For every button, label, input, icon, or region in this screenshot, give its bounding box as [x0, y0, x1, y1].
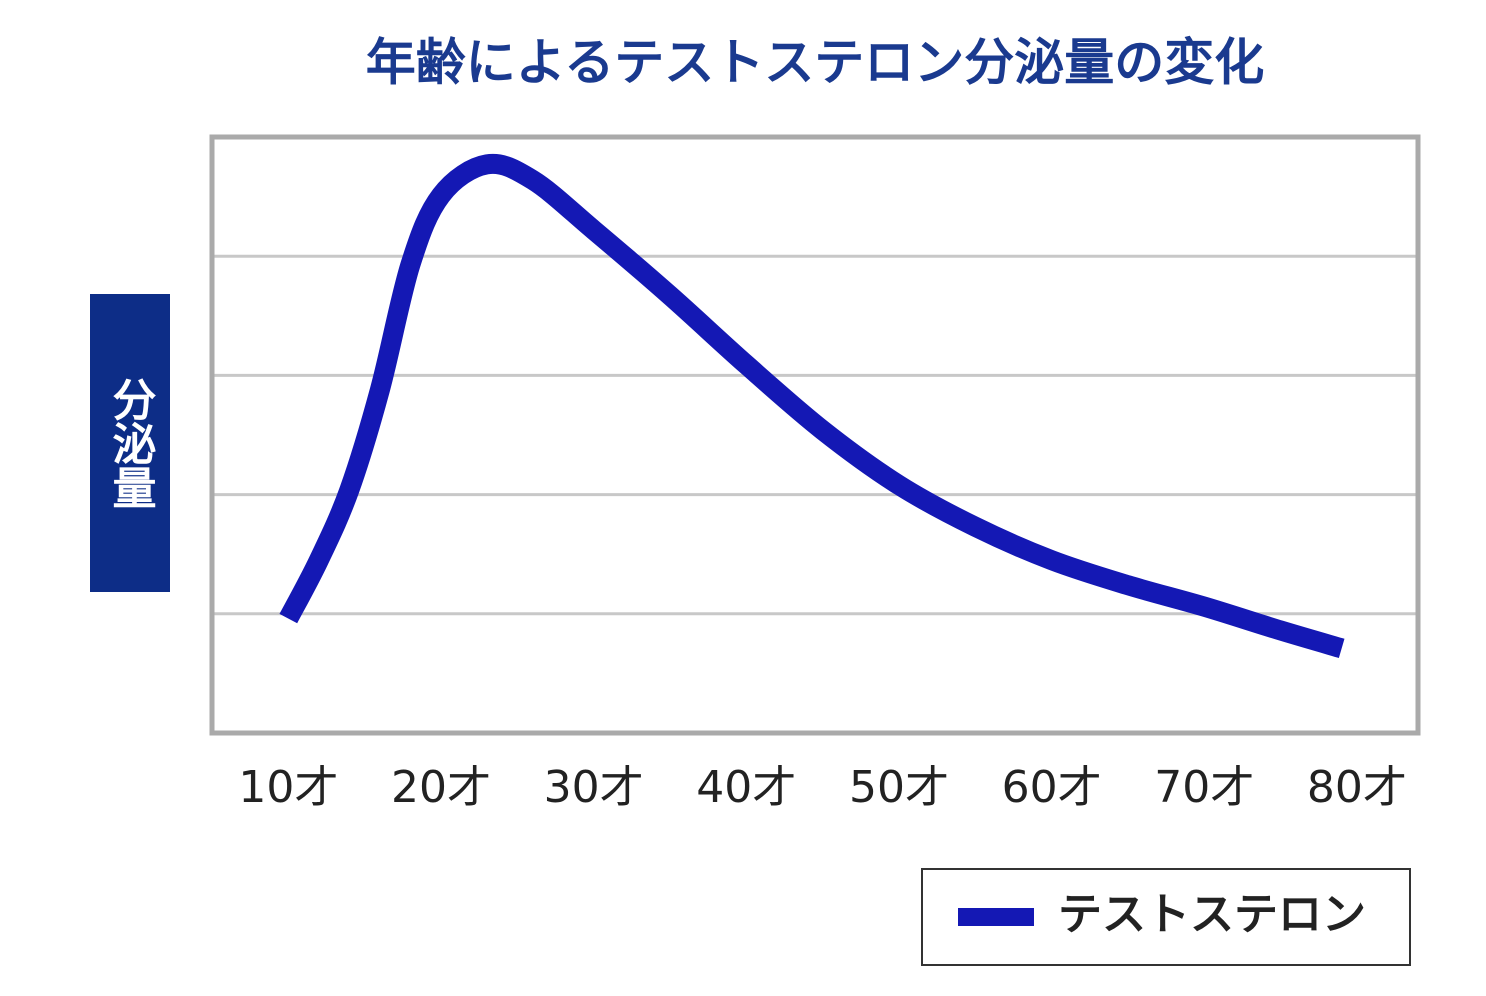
legend-label: テストステロン	[1058, 889, 1366, 940]
x-tick-label: 70才	[1154, 762, 1254, 813]
x-tick-label: 80才	[1307, 762, 1407, 813]
chart-title: 年齢によるテストステロン分泌量の変化	[366, 34, 1265, 92]
x-tick-label: 30才	[544, 762, 644, 813]
x-tick-label: 50才	[849, 762, 949, 813]
y-label-box	[90, 294, 170, 592]
x-tick-label: 40才	[696, 762, 796, 813]
plot-frame	[209, 134, 1421, 736]
x-tick-label: 60才	[1002, 762, 1102, 813]
line	[279, 153, 1345, 658]
x-tick-label: 20才	[391, 762, 491, 813]
x-tick-label: 10才	[238, 762, 338, 813]
y-axis-label: 分泌量	[105, 377, 157, 509]
